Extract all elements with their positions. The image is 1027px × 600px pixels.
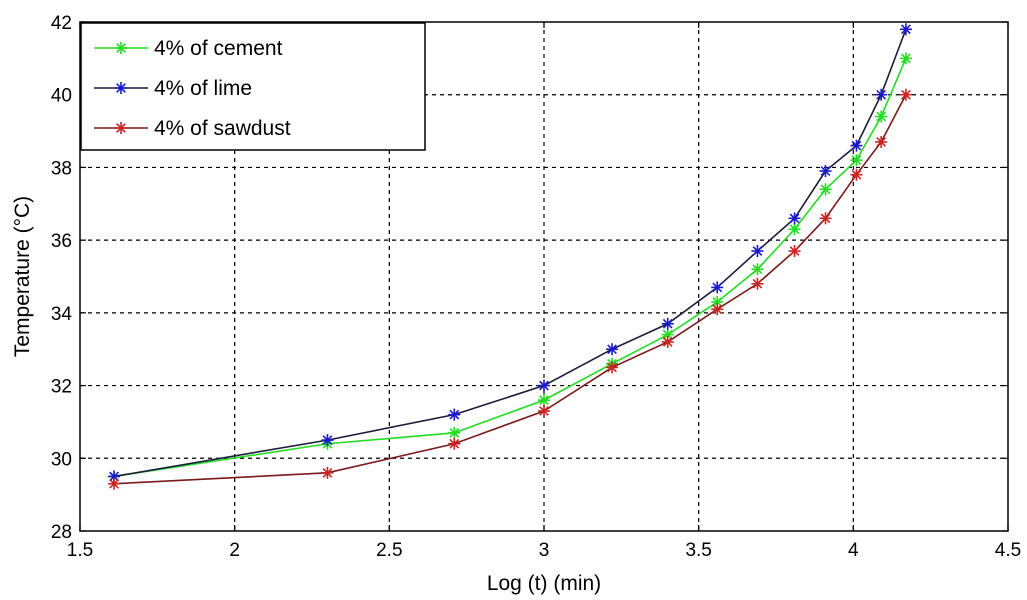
data-point bbox=[606, 343, 619, 356]
data-point bbox=[850, 139, 863, 152]
series-3 bbox=[108, 88, 912, 490]
data-point bbox=[875, 135, 888, 148]
data-point bbox=[115, 82, 127, 94]
data-point bbox=[819, 165, 832, 178]
x-tick-label: 4 bbox=[848, 540, 859, 561]
data-point bbox=[875, 88, 888, 101]
data-point bbox=[115, 122, 127, 134]
data-point bbox=[108, 477, 121, 490]
data-point bbox=[751, 277, 764, 290]
legend-label: 4% of lime bbox=[154, 77, 252, 100]
x-tick-label: 1.5 bbox=[67, 540, 93, 561]
data-point bbox=[538, 405, 550, 418]
data-point bbox=[661, 335, 674, 348]
data-point bbox=[850, 154, 863, 167]
y-tick-label: 34 bbox=[51, 304, 73, 325]
data-point bbox=[751, 245, 764, 258]
data-point bbox=[899, 23, 912, 36]
y-axis-ticks: 28 30 32 34 36 38 40 42 bbox=[51, 13, 1008, 543]
data-point bbox=[788, 245, 801, 258]
x-tick-label: 2.5 bbox=[376, 540, 402, 561]
x-tick-label: 3 bbox=[539, 540, 550, 561]
data-point bbox=[538, 379, 550, 392]
data-point bbox=[115, 42, 127, 54]
data-point bbox=[321, 434, 334, 447]
data-point bbox=[711, 303, 724, 316]
data-point bbox=[751, 263, 764, 276]
legend-box bbox=[80, 22, 426, 151]
x-tick-label: 4.5 bbox=[995, 540, 1021, 561]
data-point bbox=[819, 183, 832, 196]
legend-label: 4% of cement bbox=[154, 37, 283, 60]
y-tick-label: 32 bbox=[51, 377, 72, 398]
data-point bbox=[661, 317, 674, 330]
x-tick-label: 3.5 bbox=[685, 540, 711, 561]
legend-entry: 4% of sawdust bbox=[94, 117, 291, 140]
y-axis-title: Temperature (°C) bbox=[11, 196, 34, 357]
series-2 bbox=[108, 23, 912, 483]
legend-label: 4% of sawdust bbox=[154, 117, 291, 140]
data-point bbox=[606, 361, 619, 374]
data-point bbox=[448, 426, 461, 439]
data-point bbox=[788, 212, 801, 225]
series-layer bbox=[108, 23, 912, 490]
y-tick-label: 40 bbox=[51, 86, 72, 107]
data-point bbox=[448, 437, 461, 450]
data-point bbox=[538, 394, 550, 407]
y-tick-label: 36 bbox=[51, 231, 72, 252]
data-point bbox=[850, 168, 863, 181]
y-tick-label: 28 bbox=[51, 522, 72, 543]
data-point bbox=[788, 223, 801, 236]
legend-entry: 4% of lime bbox=[94, 77, 252, 100]
x-axis-title: Log (t) (min) bbox=[487, 572, 601, 595]
data-point bbox=[448, 408, 461, 421]
data-point bbox=[899, 88, 912, 101]
legend-entry: 4% of cement bbox=[94, 37, 283, 60]
data-point bbox=[875, 110, 888, 123]
x-tick-label: 2 bbox=[229, 540, 240, 561]
data-point bbox=[899, 52, 912, 65]
y-tick-label: 30 bbox=[51, 449, 72, 470]
y-tick-label: 42 bbox=[51, 13, 72, 34]
y-tick-label: 38 bbox=[51, 158, 72, 179]
legend: 4% of cement 4% of lime 4% of sawdust bbox=[80, 22, 426, 151]
x-axis-ticks: 1.5 2 2.5 3 3.5 4 4.5 bbox=[67, 22, 1021, 561]
data-point bbox=[819, 212, 832, 225]
data-point bbox=[321, 466, 334, 479]
data-point bbox=[711, 281, 724, 294]
